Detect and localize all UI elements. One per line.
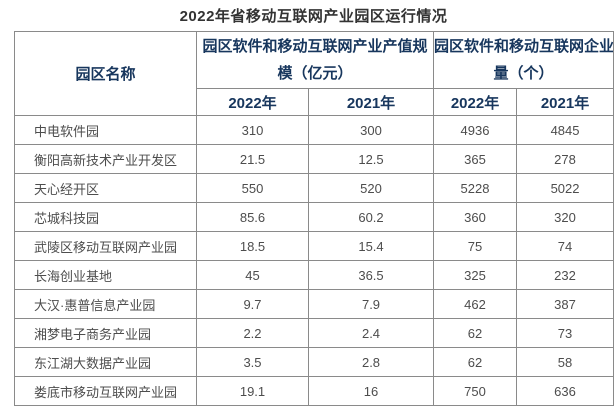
value-cell: 2.4 [307,318,435,348]
year-header: 2022年 [433,88,518,116]
park-name-cell: 娄底市移动互联网产业园 [14,376,197,406]
value-cell: 750 [433,376,518,406]
value-cell: 278 [516,144,615,174]
value-cell: 2.8 [307,347,435,377]
value-cell: 62 [433,347,518,377]
output-value-group-header-line1: 园区软件和移动互联网产业产值规 [202,38,428,55]
enterprise-count-group-header-line2: 量（个） [493,65,554,82]
enterprise-count-group-header: 园区软件和移动互联网企业数 量（个） [433,31,615,89]
value-cell: 7.9 [307,289,435,319]
park-name-cell: 大汉·惠普信息产业园 [14,289,197,319]
value-cell: 520 [307,173,435,203]
value-cell: 18.5 [196,231,309,261]
value-cell: 15.4 [307,231,435,261]
value-cell: 16 [307,376,435,406]
header-year-row: 2022年 2021年 2022年 2021年 [15,88,615,116]
value-cell: 58 [516,347,615,377]
value-cell: 12.5 [307,144,435,174]
output-value-group-header-line2: 模（亿元） [277,65,353,82]
value-cell: 85.6 [196,202,309,232]
table-row: 衡阳高新技术产业开发区 21.5 12.5 365 278 [14,144,615,174]
value-cell: 5228 [433,173,518,203]
value-cell: 3.5 [196,347,309,377]
year-header: 2022年 [196,88,309,116]
table-row: 娄底市移动互联网产业园 19.1 16 750 636 [14,376,615,406]
park-name-header: 园区名称 [14,31,197,116]
industry-parks-table: 园区名称 园区软件和移动互联网产业产值规 模（亿元） 园区软件和移动互联网企业数… [14,31,615,406]
value-cell: 73 [516,318,615,348]
value-cell: 300 [307,115,435,145]
value-cell: 4936 [433,115,518,145]
table-row: 芯城科技园 85.6 60.2 360 320 [14,202,615,232]
table-row: 大汉·惠普信息产业园 9.7 7.9 462 387 [14,289,615,319]
value-cell: 21.5 [196,144,309,174]
header-group-row: 园区名称 园区软件和移动互联网产业产值规 模（亿元） 园区软件和移动互联网企业数… [14,31,615,116]
year-header: 2021年 [516,88,615,116]
table-row: 中电软件园 310 300 4936 4845 [14,115,615,145]
table-row: 天心经开区 550 520 5228 5022 [14,173,615,203]
value-cell: 550 [196,173,309,203]
value-cell: 5022 [516,173,615,203]
park-name-cell: 湘梦电子商务产业园 [14,318,197,348]
park-name-cell: 东江湖大数据产业园 [14,347,197,377]
value-cell: 232 [516,260,615,290]
value-cell: 462 [433,289,518,319]
value-cell: 310 [196,115,309,145]
enterprise-count-group-header-line1: 园区软件和移动互联网企业数 [434,38,614,55]
value-cell: 19.1 [196,376,309,406]
table-row: 长海创业基地 45 36.5 325 232 [14,260,615,290]
table-row: 湘梦电子商务产业园 2.2 2.4 62 73 [14,318,615,348]
table-row: 东江湖大数据产业园 3.5 2.8 62 58 [14,347,615,377]
park-name-cell: 衡阳高新技术产业开发区 [14,144,197,174]
park-name-cell: 天心经开区 [14,173,197,203]
value-cell: 45 [196,260,309,290]
value-cell: 60.2 [307,202,435,232]
value-cell: 4845 [516,115,615,145]
value-cell: 9.7 [196,289,309,319]
park-name-cell: 芯城科技园 [14,202,197,232]
value-cell: 360 [433,202,518,232]
page-title: 2022年省移动互联网产业园区运行情况 [179,8,448,25]
value-cell: 2.2 [196,318,309,348]
value-cell: 74 [516,231,615,261]
value-cell: 387 [516,289,615,319]
output-value-group-header: 园区软件和移动互联网产业产值规 模（亿元） [195,31,435,89]
value-cell: 365 [433,144,518,174]
park-name-cell: 中电软件园 [14,115,197,145]
value-cell: 75 [433,231,518,261]
table-row: 武陵区移动互联网产业园 18.5 15.4 75 74 [14,231,615,261]
value-cell: 325 [433,260,518,290]
value-cell: 62 [433,318,518,348]
park-name-cell: 武陵区移动互联网产业园 [14,231,197,261]
value-cell: 636 [516,376,615,406]
value-cell: 320 [516,202,615,232]
year-header: 2021年 [307,88,435,116]
park-name-cell: 长海创业基地 [14,260,197,290]
value-cell: 36.5 [307,260,435,290]
